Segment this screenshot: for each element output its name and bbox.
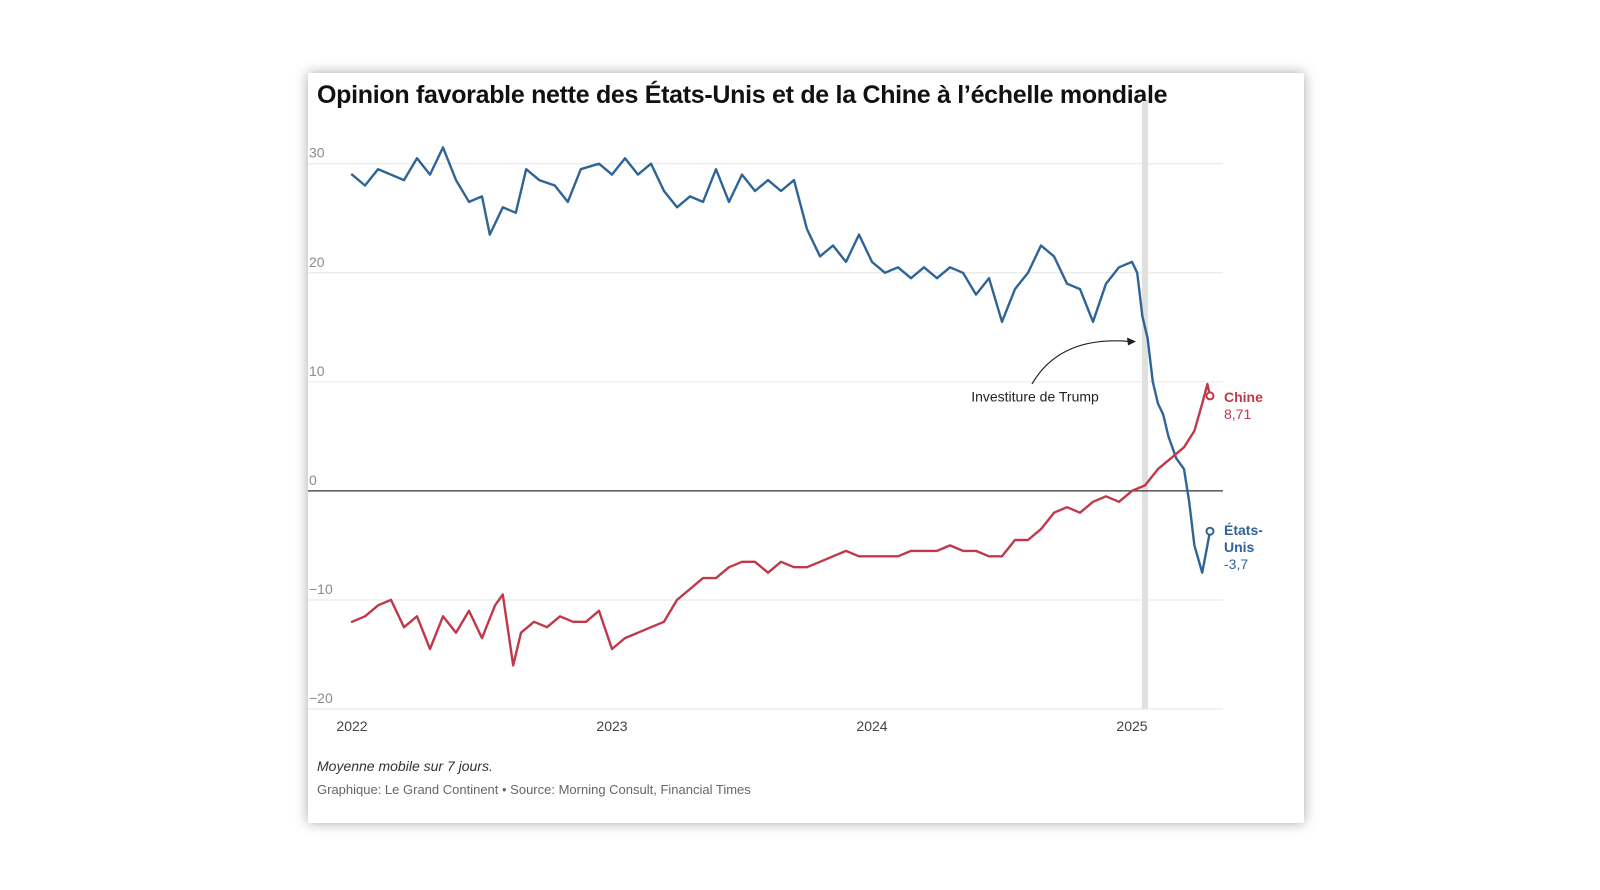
x-tick-label: 2024 [856,718,887,734]
annotation-arrow-line [1031,340,1131,385]
highlight-band [1142,101,1148,709]
y-tick-label: −10 [309,581,333,597]
x-axis-ticks: 2022 2023 2024 2025 [336,718,1147,734]
y-tick-label: 0 [309,472,317,488]
line-chart: 30 20 10 0 −10 −20 2022 2023 2024 2025 Investitu… [308,101,1263,734]
annotation: Investiture de Trump [971,337,1136,404]
annotation-arrow-head [1127,337,1136,346]
us-end-name: Unis [1224,539,1255,555]
grid-lines [308,163,1223,710]
annotation-label: Investiture de Trump [971,388,1099,404]
chart-card: Opinion favorable nette des États-Unis e… [308,73,1304,823]
china-end-name: Chine [1224,389,1263,405]
x-tick-label: 2023 [596,718,627,734]
china-end-value: 8,71 [1224,406,1251,422]
us-end-marker [1205,526,1215,536]
us-end-name: États- [1224,522,1263,538]
y-tick-label: 30 [309,145,325,161]
china-end-marker [1205,391,1215,401]
x-tick-label: 2025 [1116,718,1147,734]
chart-credit: Graphique: Le Grand Continent • Source: … [317,782,751,797]
chart-title: Opinion favorable nette des États-Unis e… [317,81,1168,109]
us-end-value: -3,7 [1224,556,1248,572]
y-tick-label: −20 [309,690,333,706]
us-series-line [350,146,1212,574]
y-tick-label: 10 [309,363,325,379]
china-series-line [350,382,1212,667]
chart-note: Moyenne mobile sur 7 jours. [317,758,493,774]
series-lines [350,146,1212,667]
y-axis-ticks: 30 20 10 0 −10 −20 [309,145,333,706]
y-tick-label: 20 [309,254,325,270]
x-tick-label: 2022 [336,718,367,734]
inauguration-band [1142,101,1148,709]
